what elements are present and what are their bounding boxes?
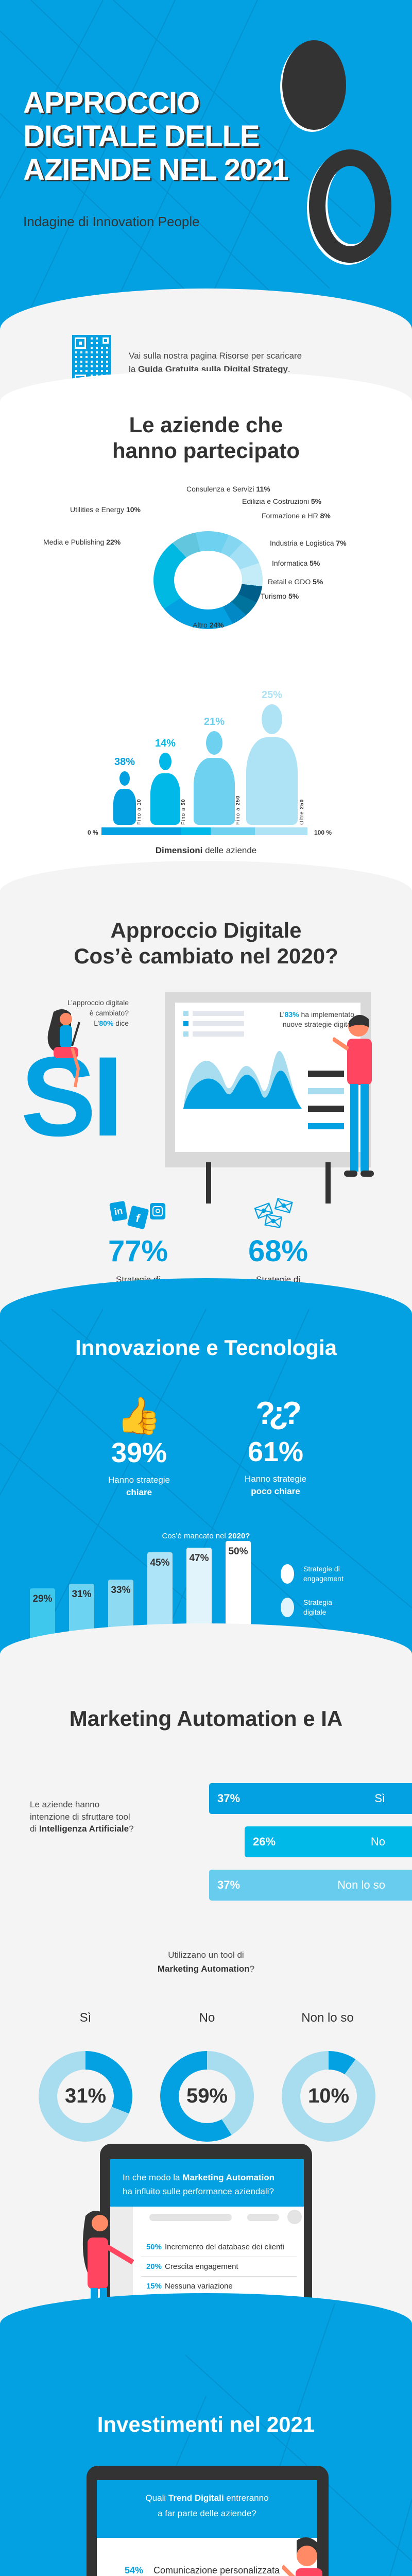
investments-title: Investimenti nel 2021 xyxy=(97,2412,315,2436)
laptop-screen: In che modo la Marketing Automation ha i… xyxy=(100,2143,312,2316)
instagram-icon xyxy=(150,1202,165,1219)
size-segment xyxy=(254,827,307,835)
size-segment xyxy=(101,827,182,835)
woman-with-laptop-icon xyxy=(47,1009,80,1088)
ma-donut: 10% xyxy=(282,2050,375,2142)
logo-dot-icon xyxy=(282,40,346,130)
approach-illustration: L’approccio digitale è cambiato? L’80% d… xyxy=(0,992,412,1204)
investments-section: Investimenti nel 2021 Quali Trend Digita… xyxy=(0,2293,412,2576)
performance-row: 50% Incremento del database dei clienti xyxy=(141,2238,297,2257)
sector-donut-chart: Consulenza e Servizi 11% Edilizia e Cost… xyxy=(0,464,412,691)
donut-label: Utilities e Energy 10% xyxy=(70,505,141,514)
size-figure: 14% Fino a 50 xyxy=(150,738,186,825)
trends-list: 54%Comunicazione personalizzata34%Strate… xyxy=(97,2538,317,2576)
donut-label: Altro 24% xyxy=(193,620,224,629)
legend-item: Strategia digitale xyxy=(281,1597,332,1617)
size-caption: Dimensioni delle aziende xyxy=(155,845,257,855)
unclear-strategy-stat: ?¿? 61% Hanno strategie poco chiare xyxy=(234,1395,317,1498)
area-chart-icon xyxy=(183,1050,302,1109)
logo-ring-icon xyxy=(309,149,391,263)
ai-answer-bar: 37% Non lo so xyxy=(209,1869,412,1901)
donut-label: Consulenza e Servizi 11% xyxy=(186,484,270,493)
man-presenting-icon xyxy=(282,2537,322,2576)
trends-question: Quali Trend Digitali entreranno a far pa… xyxy=(97,2480,317,2538)
performance-question: In che modo la Marketing Automation ha i… xyxy=(110,2159,304,2207)
approach-question: L’approccio digitale è cambiato? L’80% d… xyxy=(67,998,129,1028)
presentation-board: L’83% ha implementato nuove strategie di… xyxy=(165,992,371,1204)
ma-section: Marketing Automation e IA Le aziende han… xyxy=(0,1623,412,2144)
size-segment xyxy=(211,827,255,835)
ma-donut: 31% xyxy=(39,2050,132,2142)
innovation-title: Innovazione e Tecnologia xyxy=(75,1335,337,1360)
size-segment xyxy=(181,827,211,835)
ai-question: Le aziende hanno intenzione di sfruttare… xyxy=(30,1799,134,1834)
donut-label: Edilizia e Costruzioni 5% xyxy=(242,497,322,505)
big-answer: SI xyxy=(21,1032,124,1160)
axis-min: 0 % xyxy=(88,828,98,836)
ai-answer-bar: 37% Sì xyxy=(209,1783,412,1814)
innovation-section: Innovazione e Tecnologia 👍 39% Hanno str… xyxy=(0,1278,412,1654)
question-marks-icon: ?¿? xyxy=(255,1395,302,1431)
donut-label: Formazione e HR 8% xyxy=(262,511,331,520)
ma-question: Utilizzano un tool di Marketing Automati… xyxy=(157,1950,255,1974)
hero-section: APPROCCIO DIGITALE DELLE AZIENDE NEL 202… xyxy=(0,0,412,330)
ma-title: Marketing Automation e IA xyxy=(69,1706,343,1731)
board-stat: L’83% ha implementato nuove strategie di… xyxy=(279,1010,354,1029)
donut-value: 31% xyxy=(57,2069,114,2123)
missing-chart-title: Cos’è mancato nel 2020? xyxy=(162,1531,250,1540)
size-figure: 38% Fino a 10 xyxy=(113,756,142,825)
donut-label: Informatica 5% xyxy=(272,558,320,567)
approach-section: Approccio Digitale Cos’è cambiato nel 20… xyxy=(0,860,412,1314)
envelope-icon: ✉ ✉ ✉ xyxy=(250,1191,296,1236)
size-proportion-bar xyxy=(101,827,312,835)
hero-title: APPROCCIO DIGITALE DELLE AZIENDE NEL 202… xyxy=(23,86,289,187)
donut-value: 10% xyxy=(300,2069,357,2123)
clear-strategy-stat: 👍 39% Hanno strategie chiare xyxy=(98,1398,180,1499)
ma-donut: 59% xyxy=(160,2050,254,2142)
donut-label: Industria e Logistica 7% xyxy=(270,538,347,547)
donut-label: Media e Publishing 22% xyxy=(43,537,121,546)
participants-title: Le aziende che hanno partecipato xyxy=(112,413,300,463)
donut-hole xyxy=(174,550,242,609)
hero-subtitle: Indagine di Innovation People xyxy=(23,214,200,229)
performance-row: 20% Crescita engagement xyxy=(141,2257,297,2277)
man-presenting-icon xyxy=(333,1014,374,1177)
avatar-icon xyxy=(287,2209,302,2224)
legend-dot-icon xyxy=(281,1597,294,1617)
trends-board: Quali Trend Digitali entreranno a far pa… xyxy=(87,2465,329,2576)
ai-answer-bar: 26% No xyxy=(245,1826,412,1857)
facebook-icon: f xyxy=(127,1205,149,1230)
axis-max: 100 % xyxy=(314,828,332,836)
size-figure: 25% Oltre 250 xyxy=(246,689,305,825)
donut-label: Turismo 5% xyxy=(261,591,299,600)
participants-section: Le aziende che hanno partecipato Consule… xyxy=(0,371,412,892)
legend-item: Strategie di engagement xyxy=(281,1564,344,1584)
size-figure: 21% Fino a 250 xyxy=(194,716,241,825)
donut-value: 59% xyxy=(179,2069,235,2123)
approach-title: Approccio Digitale Cos’è cambiato nel 20… xyxy=(74,918,338,969)
company-size-chart: 38% Fino a 10 14% Fino a 50 21% Fino a 2… xyxy=(0,689,412,861)
thumbs-up-icon: 👍 xyxy=(116,1395,162,1436)
donut-label: Retail e GDO 5% xyxy=(268,577,323,586)
legend-dot-icon xyxy=(281,1564,294,1584)
linkedin-icon: in xyxy=(109,1200,128,1222)
trend-row: 54% Comunicazione personalizzata xyxy=(124,2565,280,2576)
